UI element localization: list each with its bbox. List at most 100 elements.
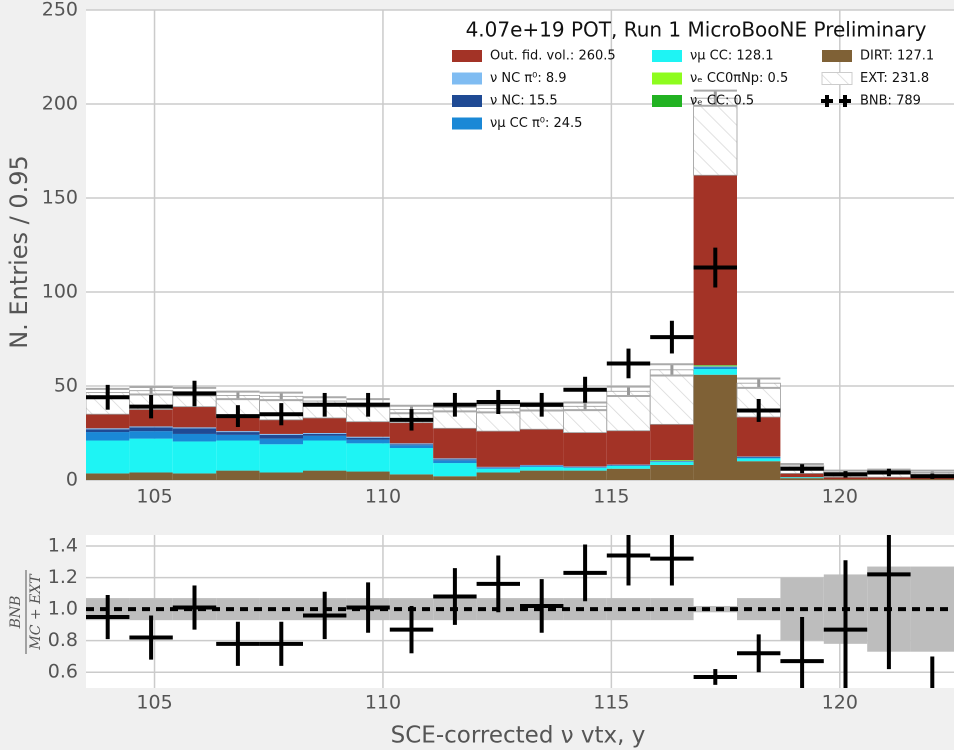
bar-segment [433,458,477,460]
bar-segment [433,463,477,477]
bar-segment [259,444,303,473]
bar-segment [172,427,217,429]
bar-segment [172,473,217,480]
bar-segment [346,471,390,480]
bar-segment [649,369,695,425]
bar-segment [693,366,737,368]
bar-segment [737,456,781,458]
legend-label: ν NC: 15.5 [490,94,558,109]
legend-swatch [452,50,482,62]
x-tick-label: 115 [593,692,629,714]
bar-segment [867,479,911,480]
bar-segment [520,465,564,466]
bar-segment [346,439,390,444]
bar-segment [172,433,217,442]
y-tick-label: 0.6 [48,661,78,683]
bar-segment [606,465,651,466]
uncertainty-band [216,598,260,621]
legend-swatch [652,72,682,85]
histogram [86,89,954,480]
bar-segment [606,390,651,432]
uncertainty-band [129,598,173,621]
legend-label: νμ CC: 128.1 [690,49,774,64]
uncertainty-band [606,598,651,621]
bar-segment [476,431,520,467]
y-tick-label: 0 [66,469,78,491]
bar-segment [346,443,390,472]
legend-swatch [452,72,482,85]
x-tick-label: 115 [593,486,629,508]
bar-segment [520,466,564,471]
bar-segment [216,432,260,435]
bar-segment [433,460,477,464]
uncertainty-band [563,598,607,621]
y-axis-label: N. Entries / 0.95 [5,155,33,349]
bar-segment [172,406,217,428]
bar-segment [780,473,824,478]
bar-segment [823,477,868,480]
bar-segment [433,428,477,459]
bar-segment [259,434,303,439]
y-tick-label: 150 [42,187,78,209]
legend-swatch [452,95,482,107]
bar-segment [737,461,781,480]
y-tick-label: 50 [54,375,78,397]
bar-segment [389,448,434,475]
bar-segment [216,440,260,471]
ratio-denominator: MC + EXT [28,573,44,651]
legend: DIRT: 127.1 νμ CC: 128.1 νμ CC π⁰: 24.5 ν N… [452,49,934,131]
bar-segment [389,445,434,449]
bar-segment [303,417,347,433]
bar-segment [346,437,390,440]
legend-label: DIRT: 127.1 [860,49,934,64]
uncertainty-band [693,605,737,613]
bar-segment [606,465,651,469]
bar-segment [216,470,260,480]
bar-segment [737,457,781,459]
bar-segment [476,467,520,469]
legend-swatch [652,95,682,107]
bar-segment [606,430,651,465]
bar-segment [172,428,217,434]
legend-swatch [821,72,853,85]
ratio [86,535,954,688]
legend-swatch [452,117,482,130]
bar-segment [86,432,130,441]
bar-segment [433,459,477,461]
bar-segment [129,426,173,428]
bar-segment [86,428,130,430]
bar-segment [520,470,564,480]
bar-segment [303,433,347,436]
bar-segment [823,479,868,480]
bar-segment [563,467,607,471]
bar-segment [389,474,434,480]
bar-segment [129,427,173,432]
legend-label: νₑ CC: 0.5 [690,94,754,109]
bar-segment [346,421,390,437]
bar-segment [476,472,520,480]
bar-segment [129,431,173,439]
y-tick-label: 0.8 [48,629,78,651]
bar-segment [693,367,737,370]
legend-label: νₑ CC0πNp: 0.5 [690,71,788,86]
legend-swatch [822,50,852,62]
bar-segment [216,434,260,441]
legend-label: EXT: 231.8 [860,71,929,86]
bar-segment [389,422,434,444]
y-tick-label: 200 [42,93,78,115]
legend-label: νμ CC π⁰: 24.5 [490,116,582,131]
bar-segment [867,477,911,480]
bar-segment [259,433,303,435]
bar-segment [693,365,737,367]
ratio-y-label: BNB MC + EXT [8,570,44,654]
legend-label: ν NC π⁰: 8.9 [490,71,567,86]
x-tick-label: 120 [822,486,858,508]
bar-segment [303,440,347,471]
bar-segment [389,444,434,446]
x-tick-label: 110 [365,486,401,508]
x-tick-label: 105 [136,486,172,508]
bar-segment [476,467,520,468]
bar-segment [563,467,607,468]
